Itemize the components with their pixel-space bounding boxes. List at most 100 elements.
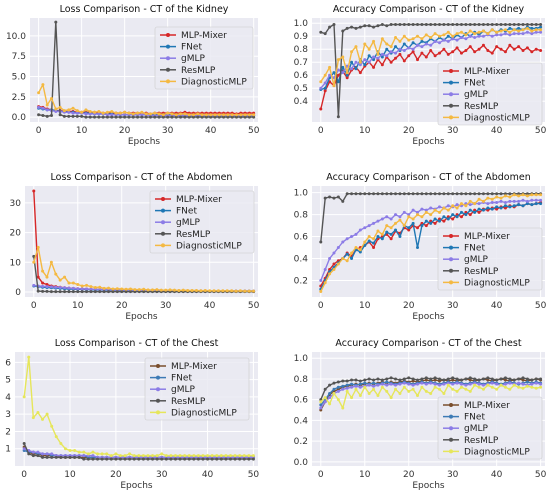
data-point-diagnosticmlp xyxy=(132,454,136,458)
data-point-fnet xyxy=(380,55,384,59)
data-point-fnet xyxy=(345,73,349,77)
data-point-resmlp xyxy=(402,192,406,196)
data-point-gmlp xyxy=(323,268,327,272)
data-point-resmlp xyxy=(341,379,345,383)
legend-label: gMLP xyxy=(464,424,488,434)
data-point-resmlp xyxy=(499,377,503,381)
data-point-diagnosticmlp xyxy=(183,112,187,116)
data-point-gmlp xyxy=(521,198,525,202)
data-point-resmlp xyxy=(508,192,512,196)
y-tick-label: 20 xyxy=(10,229,22,239)
data-point-gmlp xyxy=(508,33,512,37)
data-point-resmlp xyxy=(137,290,141,294)
data-point-fnet xyxy=(517,26,521,30)
data-point-fnet xyxy=(437,219,441,223)
data-point-diagnosticmlp xyxy=(459,30,463,34)
data-point-mlp-mixer xyxy=(358,71,362,75)
data-point-diagnosticmlp xyxy=(477,385,481,389)
data-point-resmlp xyxy=(128,457,132,461)
data-point-mlp-mixer xyxy=(451,217,455,221)
data-point-gmlp xyxy=(89,287,93,291)
data-point-diagnosticmlp xyxy=(354,246,358,250)
data-point-gmlp xyxy=(490,34,494,38)
data-point-diagnosticmlp xyxy=(495,195,499,199)
data-point-diagnosticmlp xyxy=(411,387,415,391)
data-point-diagnosticmlp xyxy=(380,232,384,236)
data-point-gmlp xyxy=(385,215,389,219)
data-point-gmlp xyxy=(45,452,49,456)
data-point-gmlp xyxy=(455,381,459,385)
legend-marker xyxy=(449,115,453,120)
data-point-gmlp xyxy=(468,382,472,386)
data-point-diagnosticmlp xyxy=(194,288,198,292)
data-point-diagnosticmlp xyxy=(319,400,323,404)
data-point-fnet xyxy=(372,381,376,385)
data-point-resmlp xyxy=(394,377,398,381)
data-point-fnet xyxy=(354,67,358,71)
data-point-resmlp xyxy=(446,192,450,196)
data-point-diagnosticmlp xyxy=(416,213,420,217)
data-point-fnet xyxy=(336,385,340,389)
data-point-diagnosticmlp xyxy=(208,289,212,293)
chart-title: Loss Comparison - CT of the Chest xyxy=(55,338,219,349)
data-point-diagnosticmlp xyxy=(398,39,402,43)
data-point-diagnosticmlp xyxy=(206,454,210,458)
data-point-resmlp xyxy=(127,115,131,119)
data-point-resmlp xyxy=(341,29,345,33)
data-point-diagnosticmlp xyxy=(433,32,437,36)
data-point-diagnosticmlp xyxy=(376,229,380,233)
data-point-mlp-mixer xyxy=(411,379,415,383)
data-point-resmlp xyxy=(495,23,499,26)
data-point-mlp-mixer xyxy=(424,55,428,59)
data-point-mlp-mixer xyxy=(512,47,516,51)
data-point-resmlp xyxy=(67,290,71,294)
data-point-resmlp xyxy=(350,192,354,196)
data-point-fnet xyxy=(459,210,463,214)
data-point-resmlp xyxy=(394,23,398,26)
data-point-resmlp xyxy=(54,455,58,459)
data-point-gmlp xyxy=(530,198,534,202)
loss-abdomen-panel: 0 10 20 30 40 50 0 10 20 30 Loss Comparison - CT o… xyxy=(10,172,260,322)
data-point-resmlp xyxy=(341,199,345,203)
data-point-resmlp xyxy=(105,457,109,461)
legend-label: DiagnosticMLP xyxy=(464,113,530,123)
data-point-resmlp xyxy=(525,23,529,26)
data-point-diagnosticmlp xyxy=(196,112,200,116)
data-point-diagnosticmlp xyxy=(89,285,93,289)
data-point-diagnosticmlp xyxy=(332,84,336,88)
legend-label: FNet xyxy=(464,244,485,254)
data-point-resmlp xyxy=(115,290,119,294)
data-point-gmlp xyxy=(530,32,534,36)
data-point-resmlp xyxy=(345,379,349,383)
legend-marker xyxy=(161,197,165,201)
data-point-resmlp xyxy=(247,115,251,119)
data-point-diagnosticmlp xyxy=(394,221,398,225)
data-point-gmlp xyxy=(407,382,411,386)
x-tick-label: 0 xyxy=(21,470,27,480)
data-point-resmlp xyxy=(354,378,358,382)
data-point-diagnosticmlp xyxy=(109,454,113,458)
data-point-mlp-mixer xyxy=(451,50,455,54)
data-point-diagnosticmlp xyxy=(230,113,234,117)
data-point-gmlp xyxy=(433,382,437,386)
data-point-diagnosticmlp xyxy=(499,196,503,200)
data-point-diagnosticmlp xyxy=(468,199,472,203)
data-point-resmlp xyxy=(416,192,420,196)
data-point-gmlp xyxy=(468,34,472,38)
data-point-mlp-mixer xyxy=(437,51,441,55)
data-point-mlp-mixer xyxy=(477,47,481,51)
data-point-diagnosticmlp xyxy=(363,42,367,46)
x-tick-label: 10 xyxy=(64,470,76,480)
data-point-diagnosticmlp xyxy=(123,454,127,458)
data-point-diagnosticmlp xyxy=(146,454,150,458)
x-tick-label: 30 xyxy=(447,301,459,311)
data-point-diagnosticmlp xyxy=(225,289,229,293)
data-point-mlp-mixer xyxy=(36,275,40,279)
data-point-resmlp xyxy=(490,192,494,196)
data-point-resmlp xyxy=(376,377,380,381)
data-point-mlp-mixer xyxy=(481,43,485,47)
data-point-resmlp xyxy=(372,378,376,382)
data-point-fnet xyxy=(429,221,433,225)
data-point-diagnosticmlp xyxy=(166,111,170,115)
y-tick-label: 30 xyxy=(10,199,22,209)
